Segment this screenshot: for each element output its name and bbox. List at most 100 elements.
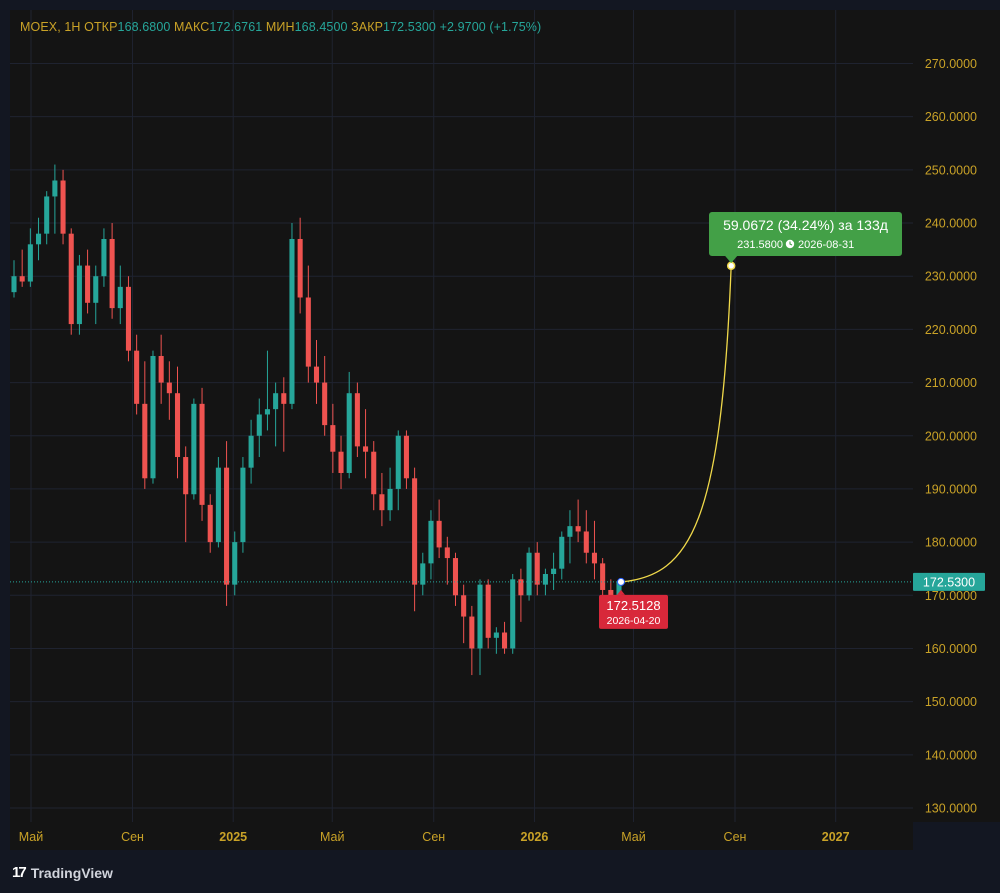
candle xyxy=(166,361,172,420)
candle-body xyxy=(207,504,213,543)
candle-body xyxy=(559,536,565,569)
candle-body xyxy=(551,568,557,575)
candle-body xyxy=(379,494,385,511)
time-tick-label: Сен xyxy=(121,830,144,844)
tradingview-logo[interactable]: 17 TradingView xyxy=(12,864,113,881)
candle-body xyxy=(305,297,311,367)
candle xyxy=(313,340,320,404)
candle xyxy=(567,510,573,564)
candle-body xyxy=(387,488,393,511)
candle-body xyxy=(485,584,491,638)
candle-body xyxy=(174,393,181,458)
candle xyxy=(85,249,91,314)
symbol-label[interactable]: MOEX, 1H xyxy=(20,20,81,34)
candle-body xyxy=(354,393,360,447)
candle-body xyxy=(93,276,99,303)
candle xyxy=(76,254,82,335)
candle-body xyxy=(150,355,156,479)
time-axis[interactable] xyxy=(10,822,913,850)
candle xyxy=(371,441,377,511)
candle xyxy=(207,494,213,553)
candle-body xyxy=(166,382,172,394)
candle xyxy=(444,536,450,585)
candle-body xyxy=(600,563,606,590)
time-tick-label: Май xyxy=(320,830,345,844)
candle-body xyxy=(256,414,262,436)
candle xyxy=(322,355,328,436)
candle xyxy=(600,558,606,601)
projection-end-price: 231.5800 xyxy=(737,239,783,251)
projection-start-date: 2026-04-20 xyxy=(607,615,661,627)
candle-body xyxy=(346,393,352,473)
candle-body xyxy=(395,435,401,489)
open-label: ОТКР xyxy=(84,20,118,34)
candle xyxy=(142,361,148,489)
candle xyxy=(125,276,131,362)
clock-icon-hands xyxy=(789,241,793,246)
high-value: 172.6761 xyxy=(209,20,263,34)
candle xyxy=(305,265,311,383)
candle xyxy=(281,377,287,452)
price-tick-label: 170.0000 xyxy=(925,589,977,603)
last-price-label: 172.5300 xyxy=(923,575,975,589)
candle xyxy=(183,446,189,543)
projection-end-tag-arrow xyxy=(725,256,738,263)
candle-body xyxy=(199,403,205,505)
projection-end-tag: 59.0672 (34.24%) за 133д 231.5800 2026-08-… xyxy=(709,212,902,263)
candle-body xyxy=(117,286,123,309)
candle-body xyxy=(215,467,221,543)
price-tick-label: 200.0000 xyxy=(925,429,977,443)
candle-body xyxy=(183,457,189,495)
candle xyxy=(542,568,548,596)
candle-body xyxy=(542,574,548,585)
price-tick-label: 210.0000 xyxy=(925,376,977,390)
candle-body xyxy=(11,276,17,293)
candle-body xyxy=(240,467,246,543)
candle xyxy=(428,510,434,580)
candle-body xyxy=(403,435,409,479)
candles xyxy=(11,164,622,676)
candle xyxy=(35,217,42,261)
candle-body xyxy=(85,265,91,303)
candle-body xyxy=(420,563,426,585)
projection-start-tag-bg xyxy=(599,594,668,629)
candle xyxy=(338,435,344,489)
candle xyxy=(289,223,295,410)
candle xyxy=(379,472,385,527)
candle-body xyxy=(35,233,42,245)
candle xyxy=(575,499,581,543)
chart-plot-area[interactable] xyxy=(10,10,913,822)
candle xyxy=(248,419,254,484)
candle xyxy=(502,621,508,654)
candle-body xyxy=(477,584,483,649)
candle-body xyxy=(19,276,25,282)
price-tick-label: 220.0000 xyxy=(925,323,977,337)
candle-body xyxy=(101,238,107,277)
candle-body xyxy=(412,478,418,585)
time-tick-label: Май xyxy=(621,830,646,844)
price-tick-label: 260.0000 xyxy=(925,110,977,124)
time-tick-label: 2025 xyxy=(219,830,247,844)
price-tick-label: 140.0000 xyxy=(925,748,977,762)
candle-body xyxy=(289,238,295,404)
candle xyxy=(387,467,393,521)
candle-body xyxy=(371,451,377,495)
candle-body xyxy=(330,425,336,452)
candle xyxy=(256,398,262,458)
candle-body xyxy=(27,244,33,282)
low-value: 168.4500 xyxy=(294,20,348,34)
candle-body xyxy=(125,286,131,351)
candle xyxy=(150,350,156,484)
price-tick-label: 270.0000 xyxy=(925,57,977,71)
price-tick-label: 230.0000 xyxy=(925,270,977,284)
candle-body xyxy=(313,366,320,383)
price-tick-label: 180.0000 xyxy=(925,536,977,550)
price-axis[interactable] xyxy=(913,10,1000,822)
candle xyxy=(551,552,557,590)
candle xyxy=(469,605,475,676)
candle xyxy=(191,398,197,500)
candle-body xyxy=(452,558,459,596)
time-tick-label: Сен xyxy=(422,830,445,844)
candle-body xyxy=(575,526,581,532)
